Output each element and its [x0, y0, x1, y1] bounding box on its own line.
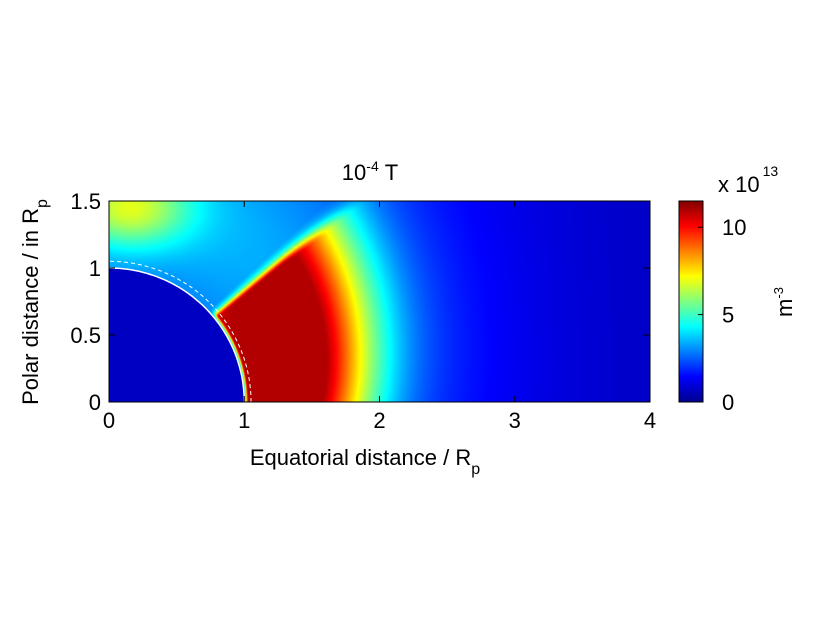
x-axis-label: Equatorial distance / Rp: [250, 445, 480, 478]
x-axis: 0 1 2 3 4: [103, 201, 656, 433]
colorbar: [678, 200, 704, 403]
magnetopause-contour: [109, 260, 252, 402]
y-tick-label: 1.5: [70, 189, 101, 214]
colorbar-ticks: 0 5 10: [698, 215, 746, 415]
planet-boundary: [109, 267, 246, 402]
colorbar-label: m-3: [771, 287, 797, 317]
colorbar-multiplier: x 1013: [718, 163, 778, 197]
heatmap-area: [109, 201, 650, 402]
colorbar-tick-label: 5: [722, 303, 734, 328]
x-tick-label: 3: [509, 408, 521, 433]
y-tick-label: 1: [89, 256, 101, 281]
colorbar-tick-label: 10: [722, 215, 746, 240]
y-axis-label: Polar distance / in Rp: [18, 199, 51, 405]
x-tick-label: 2: [373, 408, 385, 433]
x-tick-label: 1: [238, 408, 250, 433]
x-tick-label: 0: [103, 408, 115, 433]
x-tick-label: 4: [644, 408, 656, 433]
y-axis: 0 0.5 1 1.5: [70, 189, 650, 415]
y-tick-label: 0: [89, 390, 101, 415]
colorbar-tick-label: 0: [722, 390, 734, 415]
density-heatmap: [109, 201, 650, 402]
y-tick-label: 0.5: [70, 323, 101, 348]
chart-title: 10-4 T: [342, 158, 398, 185]
